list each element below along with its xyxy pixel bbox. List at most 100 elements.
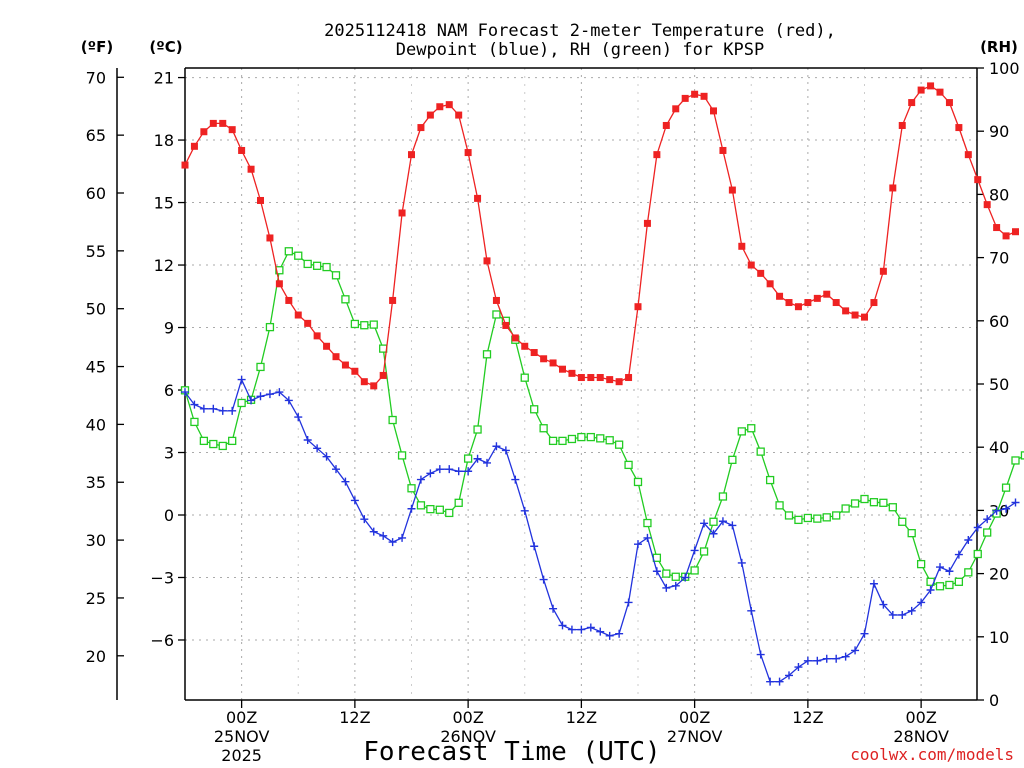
rh-point: [463, 454, 473, 463]
rh-point: [416, 501, 426, 510]
dewpoint-point: [662, 583, 671, 592]
dewpoint-point: [539, 575, 548, 584]
rh-point: [614, 440, 624, 449]
temperature-point: [257, 196, 264, 204]
dewpoint-point: [209, 404, 218, 413]
temperature-point: [190, 142, 198, 150]
temperature-point: [945, 99, 953, 107]
rh-point: [539, 424, 548, 433]
temperature-point: [823, 290, 831, 298]
celsius-unit-label: (ºC): [149, 38, 182, 56]
rh-point: [718, 492, 728, 501]
rh-point: [813, 514, 822, 523]
temperature-point: [700, 92, 708, 100]
credit-text: coolwx.com/models: [850, 745, 1014, 764]
temperature-point: [360, 378, 368, 386]
temperature-point: [341, 361, 349, 369]
dewpoint-point: [407, 504, 416, 513]
rh-point: [954, 577, 964, 586]
fahrenheit-tick-label: 25: [86, 589, 106, 608]
chart-title-line1: 2025112418 NAM Forecast 2-meter Temperat…: [324, 21, 836, 41]
dewpoint-point: [605, 631, 614, 640]
rh-point: [360, 321, 369, 330]
temperature-point: [238, 146, 246, 154]
rh-point: [473, 425, 482, 434]
time-tick-label: 00Z: [905, 708, 936, 727]
temperature-point: [993, 224, 1001, 232]
temperature-point: [794, 303, 802, 311]
temperature-point: [936, 88, 944, 96]
dewpoint-point: [190, 400, 199, 409]
dewpoint-point: [445, 465, 454, 474]
rh-point: [983, 528, 992, 537]
temperature-point: [266, 234, 274, 242]
fahrenheit-tick-label: 50: [86, 300, 106, 319]
rh-point: [209, 439, 218, 449]
rh-point: [803, 513, 813, 523]
rh-tick-label: 60: [989, 312, 1009, 331]
dewpoint-point: [294, 413, 303, 422]
dewpoint-line: [184, 377, 1016, 683]
rh-point: [869, 498, 879, 507]
rh-point: [445, 508, 454, 518]
temperature-point: [861, 313, 868, 321]
celsius-tick-label: 6: [164, 381, 174, 400]
temperature-point: [408, 151, 415, 159]
temperature-point: [842, 307, 850, 315]
temperature-point: [426, 111, 434, 119]
rh-point: [492, 310, 501, 319]
dewpoint-point: [803, 656, 812, 665]
rh-point: [822, 513, 831, 522]
dewpoint-point: [181, 388, 189, 397]
dewpoint-point: [577, 625, 586, 634]
temperature-point: [323, 342, 331, 350]
rh-point: [397, 451, 407, 460]
temperature-point: [587, 374, 595, 382]
temperature-point: [606, 376, 614, 384]
temperature-point: [181, 161, 189, 169]
rh-point: [671, 572, 680, 581]
rh-point: [577, 432, 586, 442]
rh-tick-label: 90: [989, 122, 1009, 141]
temperature-point: [492, 296, 500, 304]
temperature-point: [389, 296, 397, 304]
chart-title-line2: Dewpoint (blue), RH (green) for KPSP: [396, 40, 764, 60]
temperature-point: [398, 209, 406, 217]
temperature-point: [577, 374, 585, 382]
rh-point: [1020, 451, 1024, 460]
dewpoint-point: [709, 529, 718, 538]
rh-point: [624, 460, 633, 470]
temperature-point: [747, 261, 755, 269]
rh-point: [945, 580, 954, 590]
celsius-tick-label: 15: [154, 194, 174, 213]
temperature-point: [285, 296, 293, 304]
dewpoint-point: [615, 629, 624, 638]
dewpoint-point: [265, 390, 274, 399]
rh-axis: 1009080706050403020100: [977, 59, 1020, 710]
dewpoint-point: [926, 585, 935, 594]
rh-series: [180, 247, 1024, 591]
dewpoint-point: [549, 604, 558, 613]
temperature-point: [370, 382, 378, 390]
dewpoint-point: [483, 458, 491, 467]
temperature-point: [379, 371, 387, 379]
rh-tick-label: 10: [989, 628, 1009, 647]
temperature-point: [634, 303, 642, 311]
fahrenheit-tick-label: 30: [86, 531, 106, 550]
rh-point: [369, 320, 378, 329]
rh-point: [218, 441, 227, 451]
rh-point: [860, 494, 869, 504]
temperature-point: [681, 94, 689, 102]
rh-point: [407, 484, 416, 493]
rh-point: [973, 549, 982, 559]
dewpoint-point: [586, 623, 595, 632]
dewpoint-point: [379, 531, 388, 540]
temperature-point: [643, 219, 651, 227]
temperature-point: [879, 267, 887, 275]
dewpoint-point: [898, 610, 907, 619]
rh-point: [237, 398, 246, 408]
dewpoint-point: [747, 606, 756, 615]
rh-point: [756, 447, 765, 456]
